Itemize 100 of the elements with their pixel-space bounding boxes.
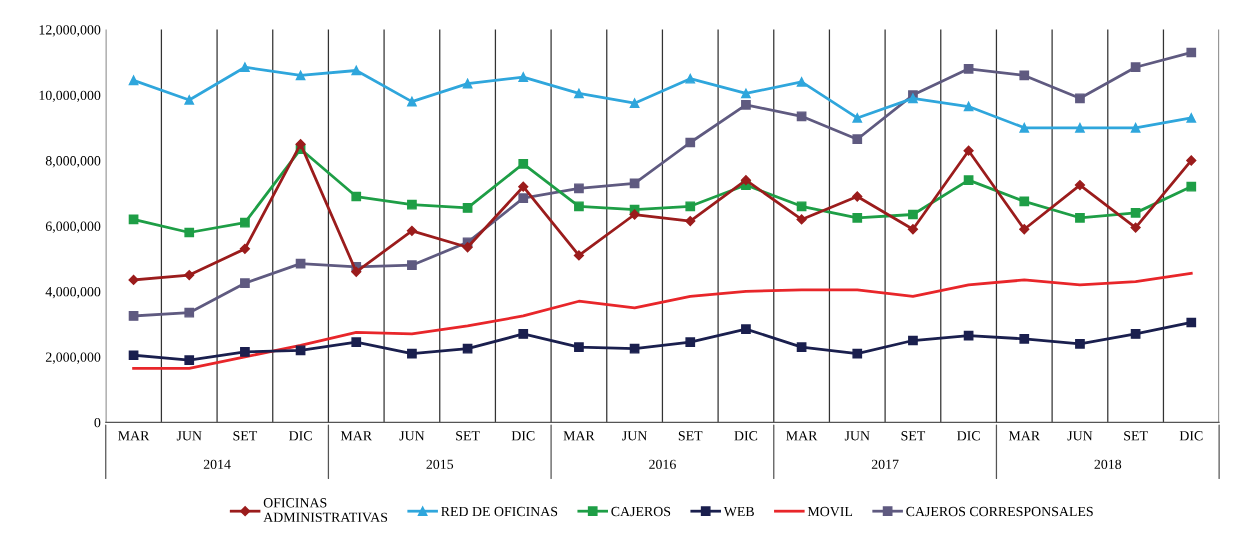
point <box>796 111 807 122</box>
point <box>518 158 529 169</box>
point <box>1130 208 1141 218</box>
point <box>963 101 974 112</box>
point <box>462 203 473 213</box>
text: 2014 <box>203 459 231 470</box>
x-tick-label: JUN <box>1067 431 1093 441</box>
point <box>1075 338 1085 349</box>
point <box>1186 181 1197 192</box>
x-tick-label: MAR <box>340 431 373 441</box>
y-tick-label: 8,000,000 <box>45 156 101 168</box>
point <box>1075 93 1085 104</box>
point <box>573 250 585 261</box>
y-tick-label: 2,000,000 <box>45 352 101 364</box>
point <box>1130 329 1141 339</box>
legend-label: OFICINAS ADMINISTRATIVAS <box>263 498 388 523</box>
point <box>295 70 306 81</box>
point <box>184 227 195 238</box>
point <box>1019 224 1030 235</box>
point <box>351 65 362 76</box>
x-tick-label: SET <box>678 431 703 441</box>
point <box>240 217 250 228</box>
point <box>1186 155 1197 166</box>
point <box>685 337 696 348</box>
x-tick-label: SET <box>456 431 480 441</box>
text: 2016 <box>649 459 676 470</box>
point <box>963 175 974 186</box>
y-tick-label: 0 <box>94 417 101 428</box>
point <box>1186 113 1197 123</box>
point <box>1019 122 1030 133</box>
point <box>1186 47 1197 58</box>
x-tick-label: MAR <box>563 431 595 441</box>
point <box>407 96 417 107</box>
point <box>128 75 139 86</box>
point <box>128 274 139 286</box>
point <box>685 201 696 212</box>
point <box>351 191 362 202</box>
point <box>1130 222 1141 233</box>
legend-label: RED DE OFICINAS <box>441 506 558 517</box>
point <box>462 78 473 89</box>
point <box>407 199 417 210</box>
x-tick-label: SET <box>901 431 926 441</box>
point <box>239 243 251 254</box>
point <box>908 93 918 104</box>
x-tick-label: DIC <box>511 431 535 441</box>
point <box>295 139 306 150</box>
point <box>1186 317 1197 328</box>
point <box>462 343 473 354</box>
y-tick-label: 12,000,000 <box>39 25 101 37</box>
point <box>1019 196 1030 207</box>
point <box>796 342 807 352</box>
x-tick-label: DIC <box>734 431 758 441</box>
x-tick-label: DIC <box>289 431 312 441</box>
point <box>1130 62 1141 73</box>
y-tick-label: 6,000,000 <box>45 221 101 233</box>
point <box>852 348 863 359</box>
point <box>240 347 250 357</box>
legend-label: WEB <box>723 506 754 517</box>
point <box>852 113 863 123</box>
point <box>963 64 974 74</box>
point <box>685 215 696 227</box>
point <box>629 209 640 220</box>
point <box>852 191 863 202</box>
point <box>741 88 751 99</box>
point <box>1075 122 1085 133</box>
point <box>128 350 139 361</box>
point <box>1130 122 1141 133</box>
point <box>184 307 195 318</box>
x-tick-label: MAR <box>786 431 818 441</box>
point <box>518 329 529 339</box>
point <box>407 260 417 271</box>
point <box>518 181 529 192</box>
x-tick-label: MAR <box>1008 431 1041 441</box>
point <box>852 134 863 145</box>
text: 2017 <box>871 459 899 470</box>
x-tick-label: JUN <box>844 431 870 441</box>
point <box>741 324 751 334</box>
point <box>741 100 751 110</box>
point <box>629 343 640 354</box>
point <box>963 145 974 156</box>
point <box>295 345 306 356</box>
point <box>240 62 250 73</box>
point <box>796 201 807 212</box>
legend-label: MOVIL <box>807 506 853 517</box>
x-tick-label: JUN <box>399 431 425 441</box>
legend-label: CAJEROS CORRESPONSALES <box>906 506 1093 517</box>
point <box>184 355 195 366</box>
y-tick-label: 4,000,000 <box>45 287 101 299</box>
legend-label: CAJEROS <box>611 506 671 517</box>
x-tick-label: SET <box>233 431 258 441</box>
point <box>518 72 529 82</box>
point <box>629 98 640 109</box>
point <box>184 95 195 105</box>
point <box>407 348 417 359</box>
point <box>518 193 529 204</box>
point <box>351 337 362 348</box>
point <box>184 269 195 281</box>
point <box>574 342 584 352</box>
point <box>1019 70 1030 81</box>
x-tick-label: SET <box>1124 431 1148 441</box>
